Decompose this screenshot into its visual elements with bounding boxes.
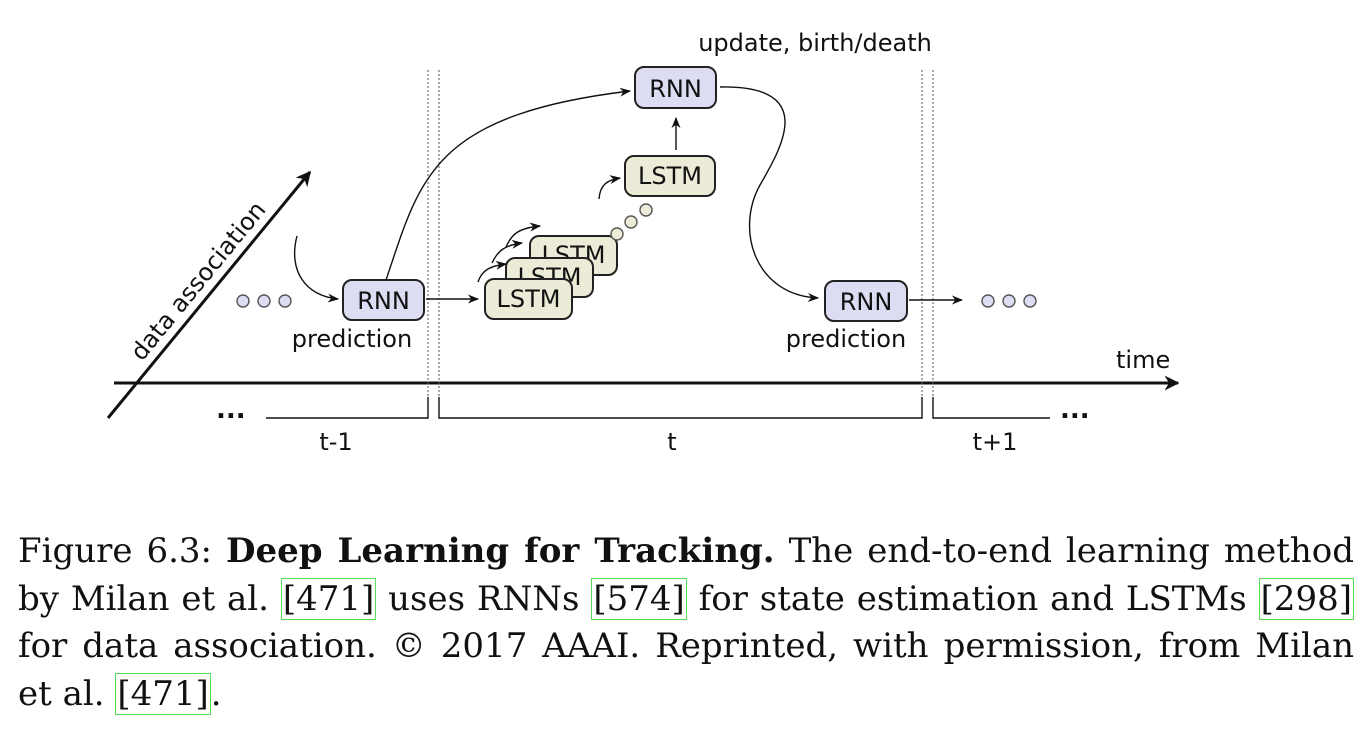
rnn-box-left: [342, 279, 425, 321]
rnn-box-right: [824, 280, 908, 322]
time-brackets: [266, 397, 1050, 419]
citation-link[interactable]: [471]: [280, 577, 377, 620]
ellipsis-right: ...: [1060, 395, 1090, 425]
ellipsis-left: ...: [216, 395, 246, 425]
data-association-axis: [106, 170, 312, 419]
figure-label: Figure 6.3:: [18, 531, 212, 571]
lstm-box-front: [484, 278, 573, 320]
copyright-symbol: ©: [391, 626, 426, 666]
lstm-stack: LSTM LSTM LSTM: [477, 222, 618, 320]
dots-right: [981, 294, 1037, 308]
figure-title: Deep Learning for Tracking.: [225, 531, 775, 571]
prediction-label-left: prediction: [292, 325, 412, 353]
lstm-box-top: [624, 155, 716, 197]
time-step-separators: [427, 70, 934, 400]
rnn-box-top: [634, 66, 717, 109]
update-birth-death-label: update, birth/death: [698, 29, 932, 57]
lstm-label-top: LSTM: [638, 162, 702, 190]
citation-link[interactable]: [471]: [115, 672, 211, 715]
citation-link[interactable]: [298]: [1258, 577, 1355, 620]
data-association-label: data association: [125, 196, 271, 366]
time-step-t: t: [667, 428, 676, 456]
tracking-diagram: data association time ... ... t-1 t t+1 …: [106, 29, 1180, 456]
time-step-t-plus-1: t+1: [973, 428, 1018, 456]
dots-left: [236, 294, 292, 308]
figure-caption: Figure 6.3: Deep Learning for Tracking. …: [18, 531, 1355, 715]
citation-link[interactable]: [574]: [591, 577, 687, 620]
lstm-label-front: LSTM: [497, 285, 561, 313]
rnn-label-right: RNN: [840, 288, 893, 316]
time-step-t-minus-1: t-1: [319, 428, 352, 456]
rnn-label-top: RNN: [649, 75, 702, 103]
rnn-label-left: RNN: [357, 287, 410, 315]
dots-lstm: [610, 203, 653, 241]
time-axis-label: time: [1116, 346, 1170, 374]
prediction-label-right: prediction: [786, 325, 906, 353]
